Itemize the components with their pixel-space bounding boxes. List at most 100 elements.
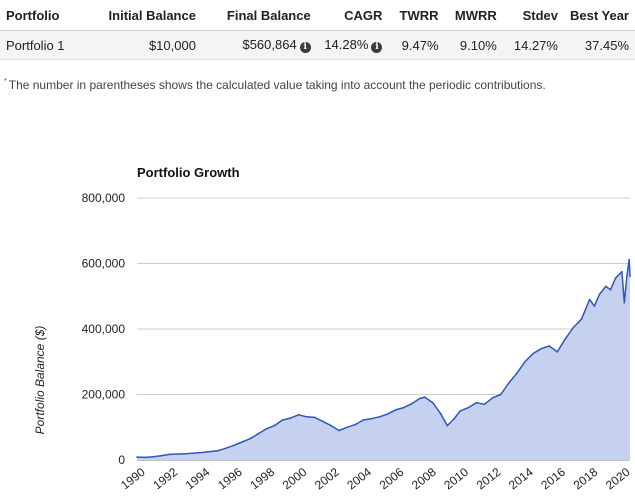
- y-tick-label: 600,000: [82, 257, 126, 271]
- data-point: [423, 396, 426, 398]
- header-final-balance[interactable]: Final Balance: [201, 0, 317, 31]
- data-point: [354, 423, 357, 426]
- data-point: [621, 270, 623, 273]
- data-point: [446, 424, 449, 427]
- cell-cagr: 14.28% i: [316, 30, 389, 60]
- results-table: Portfolio Initial Balance Final Balance …: [0, 0, 635, 60]
- data-point: [402, 406, 405, 409]
- header-cagr[interactable]: CAGR: [316, 0, 389, 31]
- x-tick-label: 2000: [280, 465, 310, 493]
- header-initial-balance[interactable]: Initial Balance: [102, 0, 202, 31]
- y-tick-label: 0: [118, 453, 125, 467]
- data-point: [475, 401, 478, 404]
- y-axis-label: Portfolio Balance ($): [33, 326, 47, 435]
- y-tick-label: 800,000: [82, 191, 126, 205]
- data-point: [499, 393, 502, 396]
- header-stdev[interactable]: Stdev: [502, 0, 564, 31]
- data-point: [628, 258, 630, 261]
- x-tick-label: 2018: [571, 465, 601, 493]
- x-tick-label: 1990: [118, 465, 148, 493]
- table-row: Portfolio 1 $10,000 $560,864 i 14.28% i 9.…: [0, 30, 635, 60]
- data-point: [289, 417, 292, 419]
- footnote: * The number in parentheses shows the cal…: [4, 78, 546, 92]
- data-point: [305, 416, 308, 418]
- data-point: [233, 444, 235, 447]
- data-point: [623, 302, 626, 304]
- data-point: [338, 429, 340, 432]
- data-point: [419, 397, 421, 400]
- data-point: [370, 417, 373, 420]
- x-tick-label: 1992: [150, 465, 180, 493]
- data-point: [168, 453, 171, 456]
- header-twrr[interactable]: TWRR: [388, 0, 445, 31]
- y-axis-ticks: 0 200,000 400,000 600,000 800,000: [82, 191, 126, 467]
- portfolio-growth-chart: Portfolio Growth Portfolio Balance ($) 0…: [33, 165, 633, 493]
- data-point: [540, 347, 542, 350]
- x-axis-ticks: 1990 1992 1994 1996 1998 2000 2002 2004 2006 2008…: [118, 465, 633, 493]
- cell-best-year: 37.45%: [563, 30, 635, 60]
- x-tick-label: 2004: [344, 465, 374, 493]
- data-point: [144, 456, 146, 459]
- x-tick-label: 1994: [183, 465, 213, 493]
- data-point: [564, 338, 567, 340]
- data-point: [556, 351, 559, 353]
- data-point: [257, 433, 260, 435]
- data-point: [265, 428, 268, 430]
- data-point: [411, 402, 413, 405]
- data-point: [580, 318, 583, 320]
- data-point: [386, 413, 389, 415]
- footnote-marker: *: [4, 78, 7, 85]
- header-best-year[interactable]: Best Year: [563, 0, 635, 31]
- x-tick-label: 2010: [441, 465, 471, 493]
- data-point: [453, 418, 455, 420]
- data-point: [314, 416, 316, 419]
- header-mwrr[interactable]: MWRR: [444, 0, 503, 31]
- cell-mwrr: 9.10%: [444, 30, 503, 60]
- data-point: [440, 413, 442, 415]
- x-tick-label: 1996: [215, 465, 245, 493]
- data-point: [548, 345, 550, 347]
- x-tick-label: 1998: [247, 465, 277, 493]
- x-tick-label: 2008: [409, 465, 439, 493]
- info-icon[interactable]: i: [371, 42, 383, 53]
- data-point: [516, 372, 518, 374]
- data-point: [330, 424, 332, 427]
- header-portfolio[interactable]: Portfolio: [0, 0, 103, 31]
- data-point: [614, 277, 617, 279]
- data-point: [378, 416, 381, 418]
- data-point: [605, 285, 607, 288]
- data-point: [629, 275, 631, 278]
- cagr-value: 14.28%: [324, 37, 369, 52]
- data-point: [346, 426, 348, 429]
- data-point: [160, 454, 162, 457]
- data-point: [273, 424, 276, 427]
- data-point: [241, 441, 243, 443]
- y-tick-label: 400,000: [82, 322, 126, 336]
- x-tick-label: 2012: [474, 465, 504, 493]
- data-point: [491, 397, 494, 399]
- data-point: [152, 455, 154, 458]
- x-tick-label: 2016: [538, 465, 568, 493]
- data-point: [281, 419, 284, 421]
- data-point: [217, 450, 219, 452]
- data-point: [588, 298, 591, 301]
- cell-twrr: 9.47%: [388, 30, 445, 60]
- data-point: [297, 414, 300, 416]
- data-point: [394, 409, 397, 411]
- x-tick-label: 2020: [603, 465, 633, 493]
- data-point: [467, 406, 470, 409]
- data-point: [508, 382, 510, 384]
- data-point: [483, 403, 486, 406]
- cell-initial-balance: $10,000: [102, 30, 202, 60]
- data-point: [532, 352, 534, 355]
- table-header-row: Portfolio Initial Balance Final Balance …: [0, 0, 635, 31]
- data-point: [524, 361, 526, 363]
- series-area: [137, 259, 630, 460]
- info-icon[interactable]: i: [299, 42, 311, 53]
- data-point: [136, 456, 138, 458]
- footnote-text: The number in parentheses shows the calc…: [8, 78, 546, 92]
- data-point: [200, 451, 203, 454]
- final-balance-value: $560,864: [242, 37, 297, 52]
- x-tick-label: 2014: [506, 465, 536, 493]
- data-point: [598, 293, 601, 296]
